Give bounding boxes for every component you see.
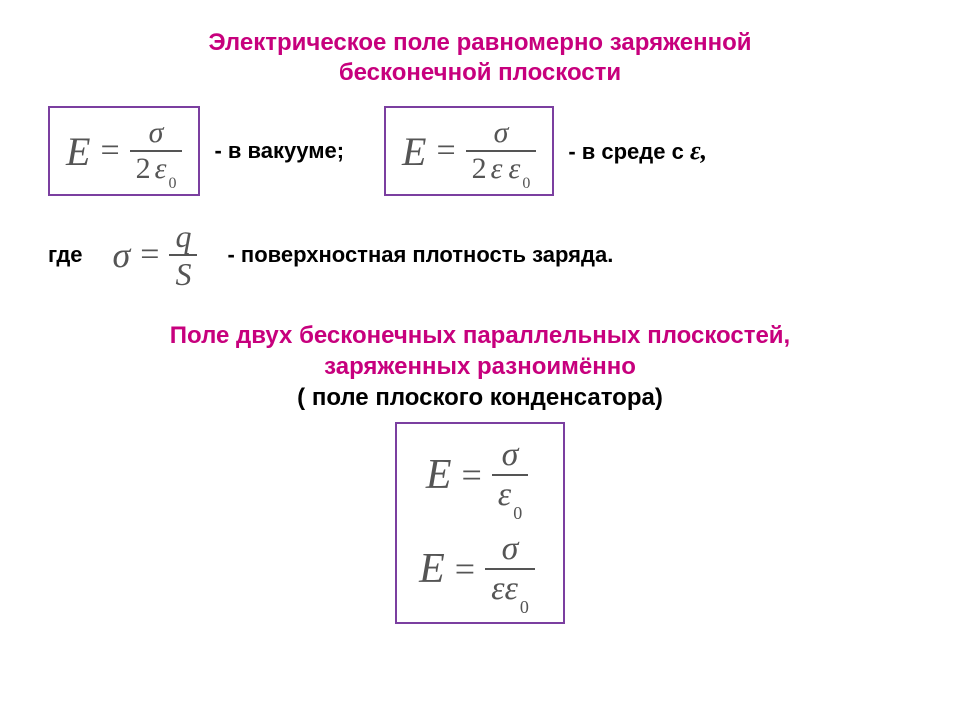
label-where: где: [48, 242, 83, 268]
fraction: q S: [169, 218, 197, 292]
sym-zero: 0: [513, 504, 522, 522]
heading2-line3: ( поле плоского конденсатора): [297, 384, 663, 411]
formula-capacitor-vacuum: E = σ ε 0: [426, 436, 528, 514]
label-vacuum: - в вакууме;: [214, 138, 344, 164]
sym-E: E: [402, 128, 426, 175]
sym-eq: =: [455, 548, 475, 590]
sym-eps: ε: [508, 154, 520, 184]
sym-sigma: σ: [494, 118, 509, 148]
heading1-line2: бесконечной плоскости: [339, 59, 621, 86]
sym-eps: ε: [155, 154, 167, 184]
row-capacitor-formulas: E = σ ε 0 E =: [0, 422, 960, 624]
label-medium: - в среде с ε,: [568, 136, 707, 166]
formula-sigma: σ = q S: [113, 218, 198, 292]
numer: σ: [496, 530, 525, 568]
numer: σ: [143, 116, 170, 150]
sym-eq: =: [100, 132, 119, 170]
fraction: σ ε ε 0: [485, 530, 535, 608]
formula-capacitor-medium: E = σ ε ε 0: [419, 530, 535, 608]
denom: 2 ε ε 0: [466, 152, 537, 186]
formula-vacuum-box: E = σ 2 ε 0: [48, 106, 200, 196]
fraction: σ 2 ε ε 0: [466, 116, 537, 186]
sym-zero: 0: [168, 176, 176, 192]
sym-E: E: [66, 128, 90, 175]
slide: Электрическое поле равномерно заряженной…: [0, 0, 960, 720]
denom: ε 0: [492, 476, 528, 514]
denom: S: [169, 256, 197, 292]
sym-S: S: [175, 258, 191, 290]
sym-eq: =: [140, 236, 159, 274]
heading-two-planes: Поле двух бесконечных параллельных плоск…: [0, 320, 960, 382]
sym-eps: ε: [504, 572, 517, 606]
sym-zero: 0: [520, 598, 529, 616]
fraction: σ ε 0: [492, 436, 528, 514]
sym-zero: 0: [522, 176, 530, 192]
sym-eps: ε: [498, 478, 511, 512]
numer: σ: [496, 436, 525, 474]
formula-medium-box: E = σ 2 ε ε 0: [384, 106, 554, 196]
row-plane-formulas: E = σ 2 ε 0 - в вакууме; E: [0, 106, 960, 196]
denom: 2 ε 0: [130, 152, 183, 186]
numer: σ: [488, 116, 515, 150]
sym-two: 2: [472, 154, 487, 184]
sym-eps: ε: [491, 572, 504, 606]
sym-sigma: σ: [502, 438, 519, 472]
label-sigma-desc: - поверхностная плотность заряда.: [227, 242, 613, 268]
sym-sigma: σ: [502, 532, 519, 566]
formula-medium: E = σ 2 ε ε 0: [402, 116, 536, 186]
heading2-line1: Поле двух бесконечных параллельных плоск…: [170, 322, 790, 349]
sym-E: E: [426, 451, 452, 499]
label-medium-eps: ε,: [690, 136, 707, 165]
heading1-line1: Электрическое поле равномерно заряженной: [208, 29, 751, 56]
sym-sigma: σ: [149, 118, 164, 148]
sym-E: E: [419, 545, 445, 593]
row-sigma-definition: где σ = q S - поверхностная плотность за…: [0, 218, 960, 292]
fraction: σ 2 ε 0: [130, 116, 183, 186]
heading2-line2: заряженных разноимённо: [324, 353, 636, 380]
numer: q: [169, 218, 197, 254]
heading-capacitor: ( поле плоского конденсатора): [0, 384, 960, 412]
sym-eq: =: [436, 132, 455, 170]
formula-vacuum: E = σ 2 ε 0: [66, 116, 182, 186]
sym-q: q: [175, 220, 191, 252]
sym-eps: ε: [491, 154, 503, 184]
heading-plane-field: Электрическое поле равномерно заряженной…: [0, 0, 960, 88]
sym-two: 2: [136, 154, 151, 184]
sym-eq: =: [461, 454, 481, 496]
denom: ε ε 0: [485, 570, 535, 608]
sym-sigma: σ: [113, 234, 131, 276]
label-medium-prefix: - в среде с: [568, 139, 690, 164]
formula-capacitor-box: E = σ ε 0 E =: [395, 422, 565, 624]
